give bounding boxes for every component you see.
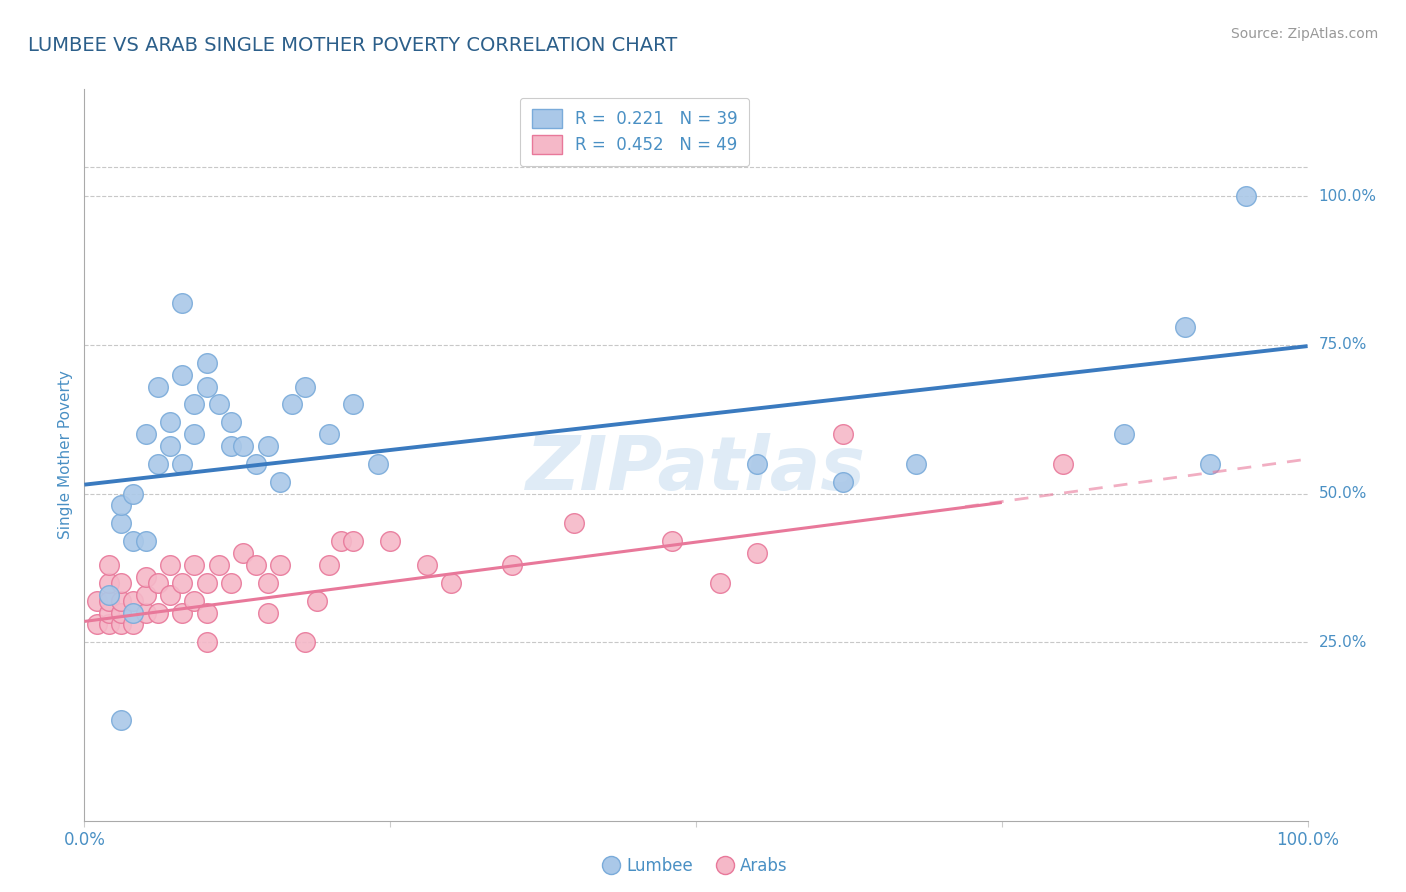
Point bbox=[110, 606, 132, 620]
Point bbox=[747, 546, 769, 560]
Point bbox=[183, 397, 205, 411]
Point bbox=[208, 397, 231, 411]
Point bbox=[1052, 457, 1074, 471]
Point bbox=[257, 606, 280, 620]
Point bbox=[219, 439, 242, 453]
Point bbox=[135, 534, 157, 549]
Point bbox=[219, 415, 242, 429]
Point bbox=[269, 475, 291, 489]
Point bbox=[195, 635, 218, 649]
Point bbox=[86, 593, 108, 607]
Point bbox=[1234, 189, 1257, 203]
Point bbox=[172, 296, 194, 310]
Point bbox=[135, 427, 157, 442]
Point bbox=[110, 499, 132, 513]
Point bbox=[86, 617, 108, 632]
Point bbox=[380, 534, 402, 549]
Point bbox=[281, 397, 304, 411]
Point bbox=[146, 379, 169, 393]
Point bbox=[195, 379, 218, 393]
Point bbox=[122, 534, 145, 549]
Y-axis label: Single Mother Poverty: Single Mother Poverty bbox=[58, 370, 73, 540]
Point bbox=[183, 558, 205, 572]
Point bbox=[97, 588, 120, 602]
Point bbox=[416, 558, 439, 572]
Point bbox=[294, 635, 316, 649]
Point bbox=[146, 457, 169, 471]
Text: LUMBEE VS ARAB SINGLE MOTHER POVERTY CORRELATION CHART: LUMBEE VS ARAB SINGLE MOTHER POVERTY COR… bbox=[28, 36, 678, 54]
Point bbox=[219, 575, 242, 590]
Point bbox=[269, 558, 291, 572]
Point bbox=[318, 427, 340, 442]
Point bbox=[232, 546, 254, 560]
Point bbox=[1174, 320, 1197, 334]
Point bbox=[135, 606, 157, 620]
Point bbox=[245, 457, 267, 471]
Point bbox=[172, 575, 194, 590]
Point bbox=[172, 368, 194, 382]
Point bbox=[97, 617, 120, 632]
Point bbox=[294, 379, 316, 393]
Point bbox=[110, 593, 132, 607]
Point bbox=[146, 606, 169, 620]
Point bbox=[831, 427, 853, 442]
Point bbox=[159, 588, 181, 602]
Text: 100.0%: 100.0% bbox=[1319, 189, 1376, 203]
Point bbox=[122, 593, 145, 607]
Point bbox=[257, 575, 280, 590]
Point bbox=[110, 516, 132, 531]
Point bbox=[305, 593, 328, 607]
Point bbox=[110, 617, 132, 632]
Point bbox=[232, 439, 254, 453]
Legend: Lumbee, Arabs: Lumbee, Arabs bbox=[598, 850, 794, 882]
Text: 75.0%: 75.0% bbox=[1319, 337, 1367, 352]
Point bbox=[709, 575, 731, 590]
Point bbox=[257, 439, 280, 453]
Point bbox=[97, 593, 120, 607]
Point bbox=[122, 486, 145, 500]
Point bbox=[342, 534, 364, 549]
Point bbox=[367, 457, 389, 471]
Point bbox=[245, 558, 267, 572]
Point bbox=[172, 457, 194, 471]
Point bbox=[110, 575, 132, 590]
Point bbox=[208, 558, 231, 572]
Point bbox=[440, 575, 463, 590]
Point bbox=[905, 457, 928, 471]
Point bbox=[195, 606, 218, 620]
Point bbox=[135, 588, 157, 602]
Point bbox=[172, 606, 194, 620]
Point bbox=[831, 475, 853, 489]
Point bbox=[97, 558, 120, 572]
Point bbox=[562, 516, 585, 531]
Text: 25.0%: 25.0% bbox=[1319, 635, 1367, 649]
Point bbox=[122, 617, 145, 632]
Point bbox=[330, 534, 353, 549]
Text: Source: ZipAtlas.com: Source: ZipAtlas.com bbox=[1230, 27, 1378, 41]
Point bbox=[747, 457, 769, 471]
Point bbox=[1114, 427, 1136, 442]
Text: ZIPatlas: ZIPatlas bbox=[526, 433, 866, 506]
Point bbox=[195, 356, 218, 370]
Point bbox=[195, 575, 218, 590]
Point bbox=[342, 397, 364, 411]
Point bbox=[97, 575, 120, 590]
Point bbox=[135, 570, 157, 584]
Point bbox=[183, 593, 205, 607]
Point bbox=[97, 606, 120, 620]
Point bbox=[159, 415, 181, 429]
Point bbox=[501, 558, 523, 572]
Point bbox=[110, 713, 132, 727]
Point bbox=[1198, 457, 1220, 471]
Point bbox=[146, 575, 169, 590]
Point bbox=[159, 558, 181, 572]
Point bbox=[318, 558, 340, 572]
Point bbox=[183, 427, 205, 442]
Point bbox=[661, 534, 683, 549]
Point bbox=[159, 439, 181, 453]
Text: 50.0%: 50.0% bbox=[1319, 486, 1367, 501]
Point bbox=[122, 606, 145, 620]
